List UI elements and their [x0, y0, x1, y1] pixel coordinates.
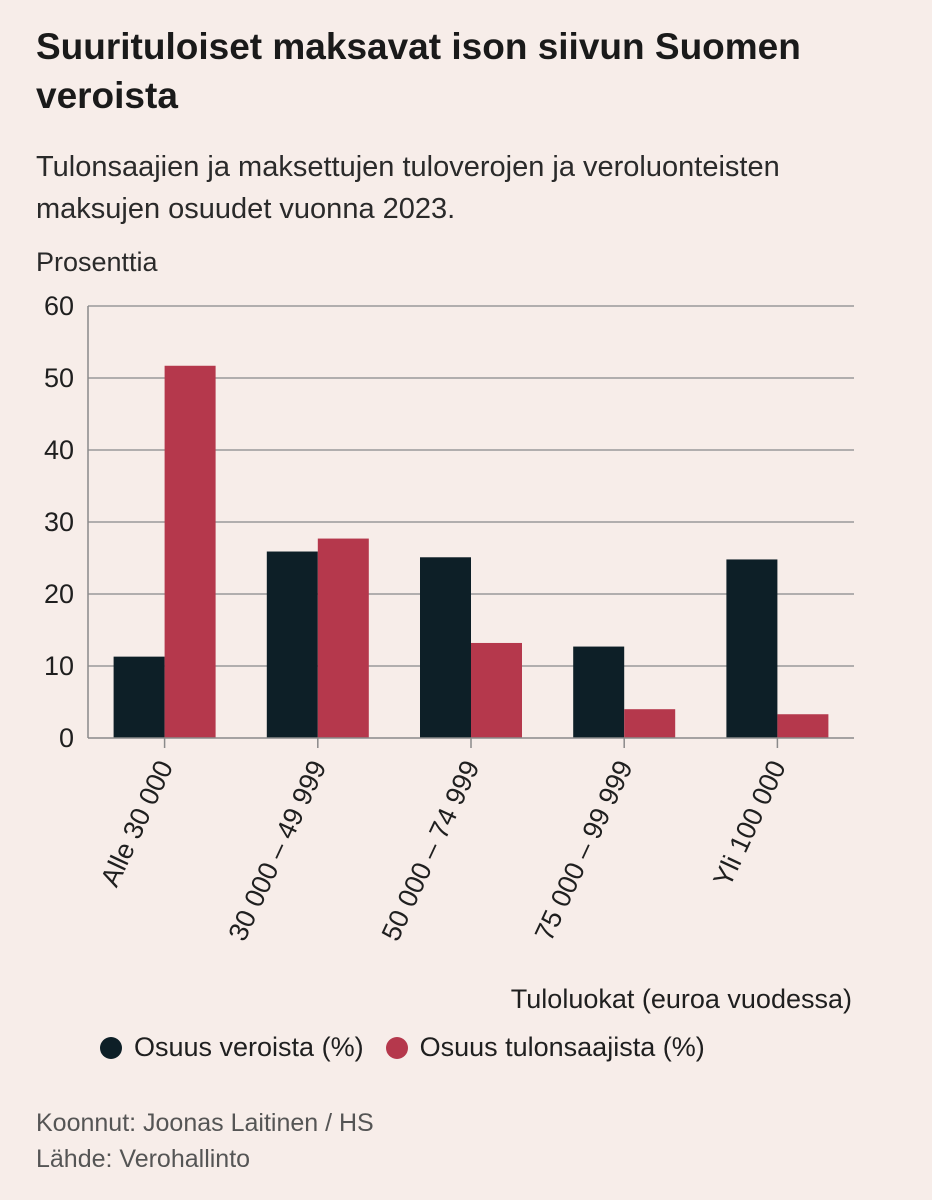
credits: Koonnut: Joonas Laitinen / HS Lähde: Ver…	[36, 1105, 374, 1177]
y-tick-label: 20	[44, 579, 74, 609]
bar-earners	[164, 365, 216, 738]
bar-taxes	[726, 559, 778, 738]
bar-earners	[777, 714, 829, 738]
legend-swatch-earners	[385, 1036, 408, 1059]
y-axis-ticks: 0 10 20 30 40 50 60	[44, 291, 74, 753]
bar-taxes	[113, 656, 165, 738]
chart-subtitle: Tulonsaajien ja maksettujen tuloverojen …	[36, 151, 780, 225]
x-axis-ticks: Alle 30 000 30 000 – 49 999 50 000 – 74 99…	[95, 738, 792, 945]
legend-item-taxes: Osuus veroista (%)	[100, 1032, 364, 1063]
x-tick-label: Alle 30 000	[95, 756, 179, 891]
x-tick-label: 50 000 – 74 999	[376, 756, 486, 946]
bars	[113, 365, 829, 738]
legend-label-earners: Osuus tulonsaajista (%)	[419, 1032, 705, 1062]
bar-earners	[471, 642, 522, 738]
y-tick-label: 10	[44, 651, 74, 681]
legend-label-taxes: Osuus veroista (%)	[134, 1032, 364, 1062]
y-axis-unit-label: Prosenttia	[36, 247, 158, 277]
x-tick-label: 75 000 – 99 999	[529, 756, 639, 946]
x-tick-label: 30 000 – 49 999	[223, 756, 333, 946]
bar-earners	[624, 709, 676, 738]
y-tick-label: 60	[44, 291, 74, 321]
legend: Osuus veroista (%) Osuus tulonsaajista (…	[100, 1032, 727, 1063]
legend-swatch-taxes	[100, 1036, 122, 1059]
bar-chart: 0 10 20 30 40 50 60 Alle 30 000 30 000 – 49 999…	[44, 291, 854, 1014]
bar-taxes	[573, 646, 625, 738]
bar-earners	[317, 538, 369, 738]
y-tick-label: 40	[44, 435, 74, 465]
y-tick-label: 50	[44, 363, 74, 393]
legend-item-earners: Osuus tulonsaajista (%)	[385, 1032, 705, 1063]
chart-title: Suurituloiset maksavat ison siivun Suome…	[36, 26, 801, 116]
x-axis-label: Tuloluokat (euroa vuodessa)	[511, 984, 852, 1014]
bar-taxes	[266, 551, 318, 738]
credit-author: Koonnut: Joonas Laitinen / HS	[36, 1109, 374, 1137]
x-tick-label: Yli 100 000	[708, 756, 792, 891]
bar-taxes	[420, 557, 471, 738]
credit-source: Lähde: Verohallinto	[36, 1145, 251, 1173]
y-tick-label: 30	[44, 507, 74, 537]
y-tick-label: 0	[59, 723, 74, 753]
